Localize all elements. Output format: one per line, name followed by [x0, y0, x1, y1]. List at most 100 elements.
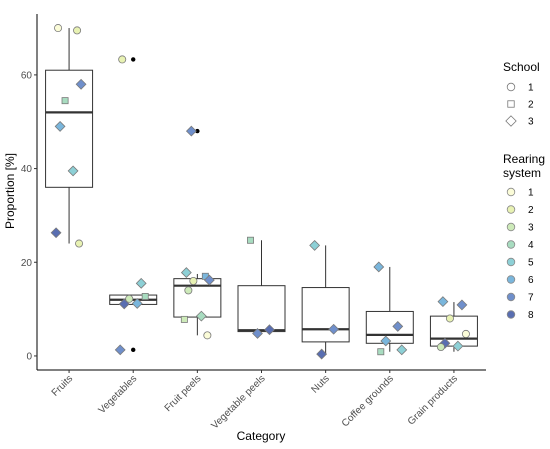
data-point [185, 125, 197, 137]
legend-rearing-key-7 [506, 292, 516, 302]
data-point [373, 261, 385, 273]
y-tick-label: 60 [21, 70, 33, 81]
data-point [118, 298, 130, 310]
data-point [439, 337, 451, 349]
data-point [461, 329, 470, 338]
x-tick-label: Vegetable peels [210, 373, 268, 431]
legend-rearing-title-line2: system [503, 166, 541, 180]
legend-rearing-key-2 [506, 205, 516, 214]
data-point [180, 315, 188, 323]
box-iqr [301, 287, 350, 343]
data-point [247, 236, 254, 244]
box-3 [237, 240, 286, 333]
data-point [118, 55, 127, 64]
x-tick-label: Nuts [309, 373, 331, 395]
y-tick-label: 20 [21, 258, 33, 269]
x-tick-label: Coffee grounds [340, 373, 396, 429]
data-point [203, 331, 212, 340]
outlier-dot [131, 57, 136, 62]
legend-rearing-key-4 [506, 240, 516, 249]
x-tick-label: Grain products [406, 373, 460, 427]
data-point [141, 292, 149, 300]
data-point [114, 344, 126, 356]
box-0 [45, 28, 94, 244]
y-axis-label: Proportion [%] [3, 153, 17, 229]
data-point [437, 296, 449, 308]
data-point [252, 328, 263, 339]
outlier-dot [131, 347, 136, 353]
data-point [436, 343, 445, 352]
legend-rearing-title-line1: Rearing [503, 152, 545, 166]
legend-rearing-key-1 [506, 187, 516, 197]
data-point [452, 340, 464, 352]
y-tick-label: 40 [21, 164, 33, 175]
legend-school-key-1 [506, 82, 516, 92]
data-point [203, 274, 215, 286]
data-point [73, 26, 82, 35]
x-tick-label: Vegetables [97, 373, 140, 416]
legend-rearing-label: 3 [528, 223, 534, 234]
box-iqr [45, 69, 94, 188]
data-point [456, 299, 468, 311]
data-point [54, 120, 66, 132]
data-point [61, 97, 69, 105]
data-point [75, 239, 84, 248]
data-point [75, 78, 87, 90]
data-point [445, 314, 454, 323]
box-iqr [173, 278, 222, 318]
legend-rearing-label: 6 [528, 275, 534, 286]
legend-rearing-items: 1 2 3 4 5 6 7 8 [506, 187, 534, 321]
box-iqr [429, 315, 478, 347]
box-iqr [237, 285, 286, 333]
box-1 [109, 57, 158, 353]
box-2 [173, 128, 222, 336]
point-layer [50, 24, 470, 360]
legend-rearing-label: 2 [528, 205, 534, 216]
data-point [131, 298, 143, 309]
legend-rearing-key-8 [506, 310, 516, 319]
outlier-dot [195, 128, 200, 134]
box-5 [365, 266, 414, 352]
legend-school-label: 1 [528, 83, 534, 94]
box-4 [301, 245, 350, 355]
legend-school-label: 3 [528, 117, 534, 128]
legend-rearing-label: 7 [528, 293, 534, 304]
data-point [328, 323, 340, 335]
data-point [396, 344, 408, 356]
data-point [54, 24, 63, 33]
data-point [380, 335, 392, 347]
legend-rearing-label: 1 [528, 188, 534, 199]
x-tick-label: Fruit peels [163, 373, 204, 414]
data-point [67, 165, 79, 177]
box-layer [45, 28, 478, 355]
legend-school-key-2 [507, 100, 515, 108]
legend-school-title: School [503, 60, 540, 74]
legend-rearing-key-3 [506, 222, 516, 232]
legend-rearing-label: 4 [528, 240, 534, 251]
data-point [50, 227, 62, 239]
data-point [195, 310, 207, 322]
box-iqr [365, 310, 414, 344]
legend-rearing-label: 5 [528, 258, 534, 269]
data-point [377, 348, 385, 356]
x-axis-label: Category [237, 429, 286, 443]
data-point [264, 324, 275, 336]
x-tick-label: Fruits [50, 373, 75, 398]
data-point [184, 286, 193, 295]
legend-school-label: 2 [528, 100, 534, 111]
legend-school-key-3 [505, 115, 517, 127]
data-point [309, 239, 321, 251]
data-point [316, 348, 328, 360]
box-6 [429, 302, 478, 352]
legend-rearing-key-6 [506, 275, 516, 284]
y-tick-label: 0 [26, 351, 32, 362]
legend-rearing-label: 8 [528, 310, 534, 321]
data-point [125, 294, 134, 303]
data-point [189, 276, 198, 285]
data-point [135, 277, 147, 289]
legend: School 1 2 3 Rearing system 1 2 3 4 5 6 7 8 [503, 60, 545, 321]
data-point [180, 267, 192, 278]
legend-school-items: 1 2 3 [505, 82, 534, 128]
legend-rearing-key-5 [506, 257, 516, 267]
